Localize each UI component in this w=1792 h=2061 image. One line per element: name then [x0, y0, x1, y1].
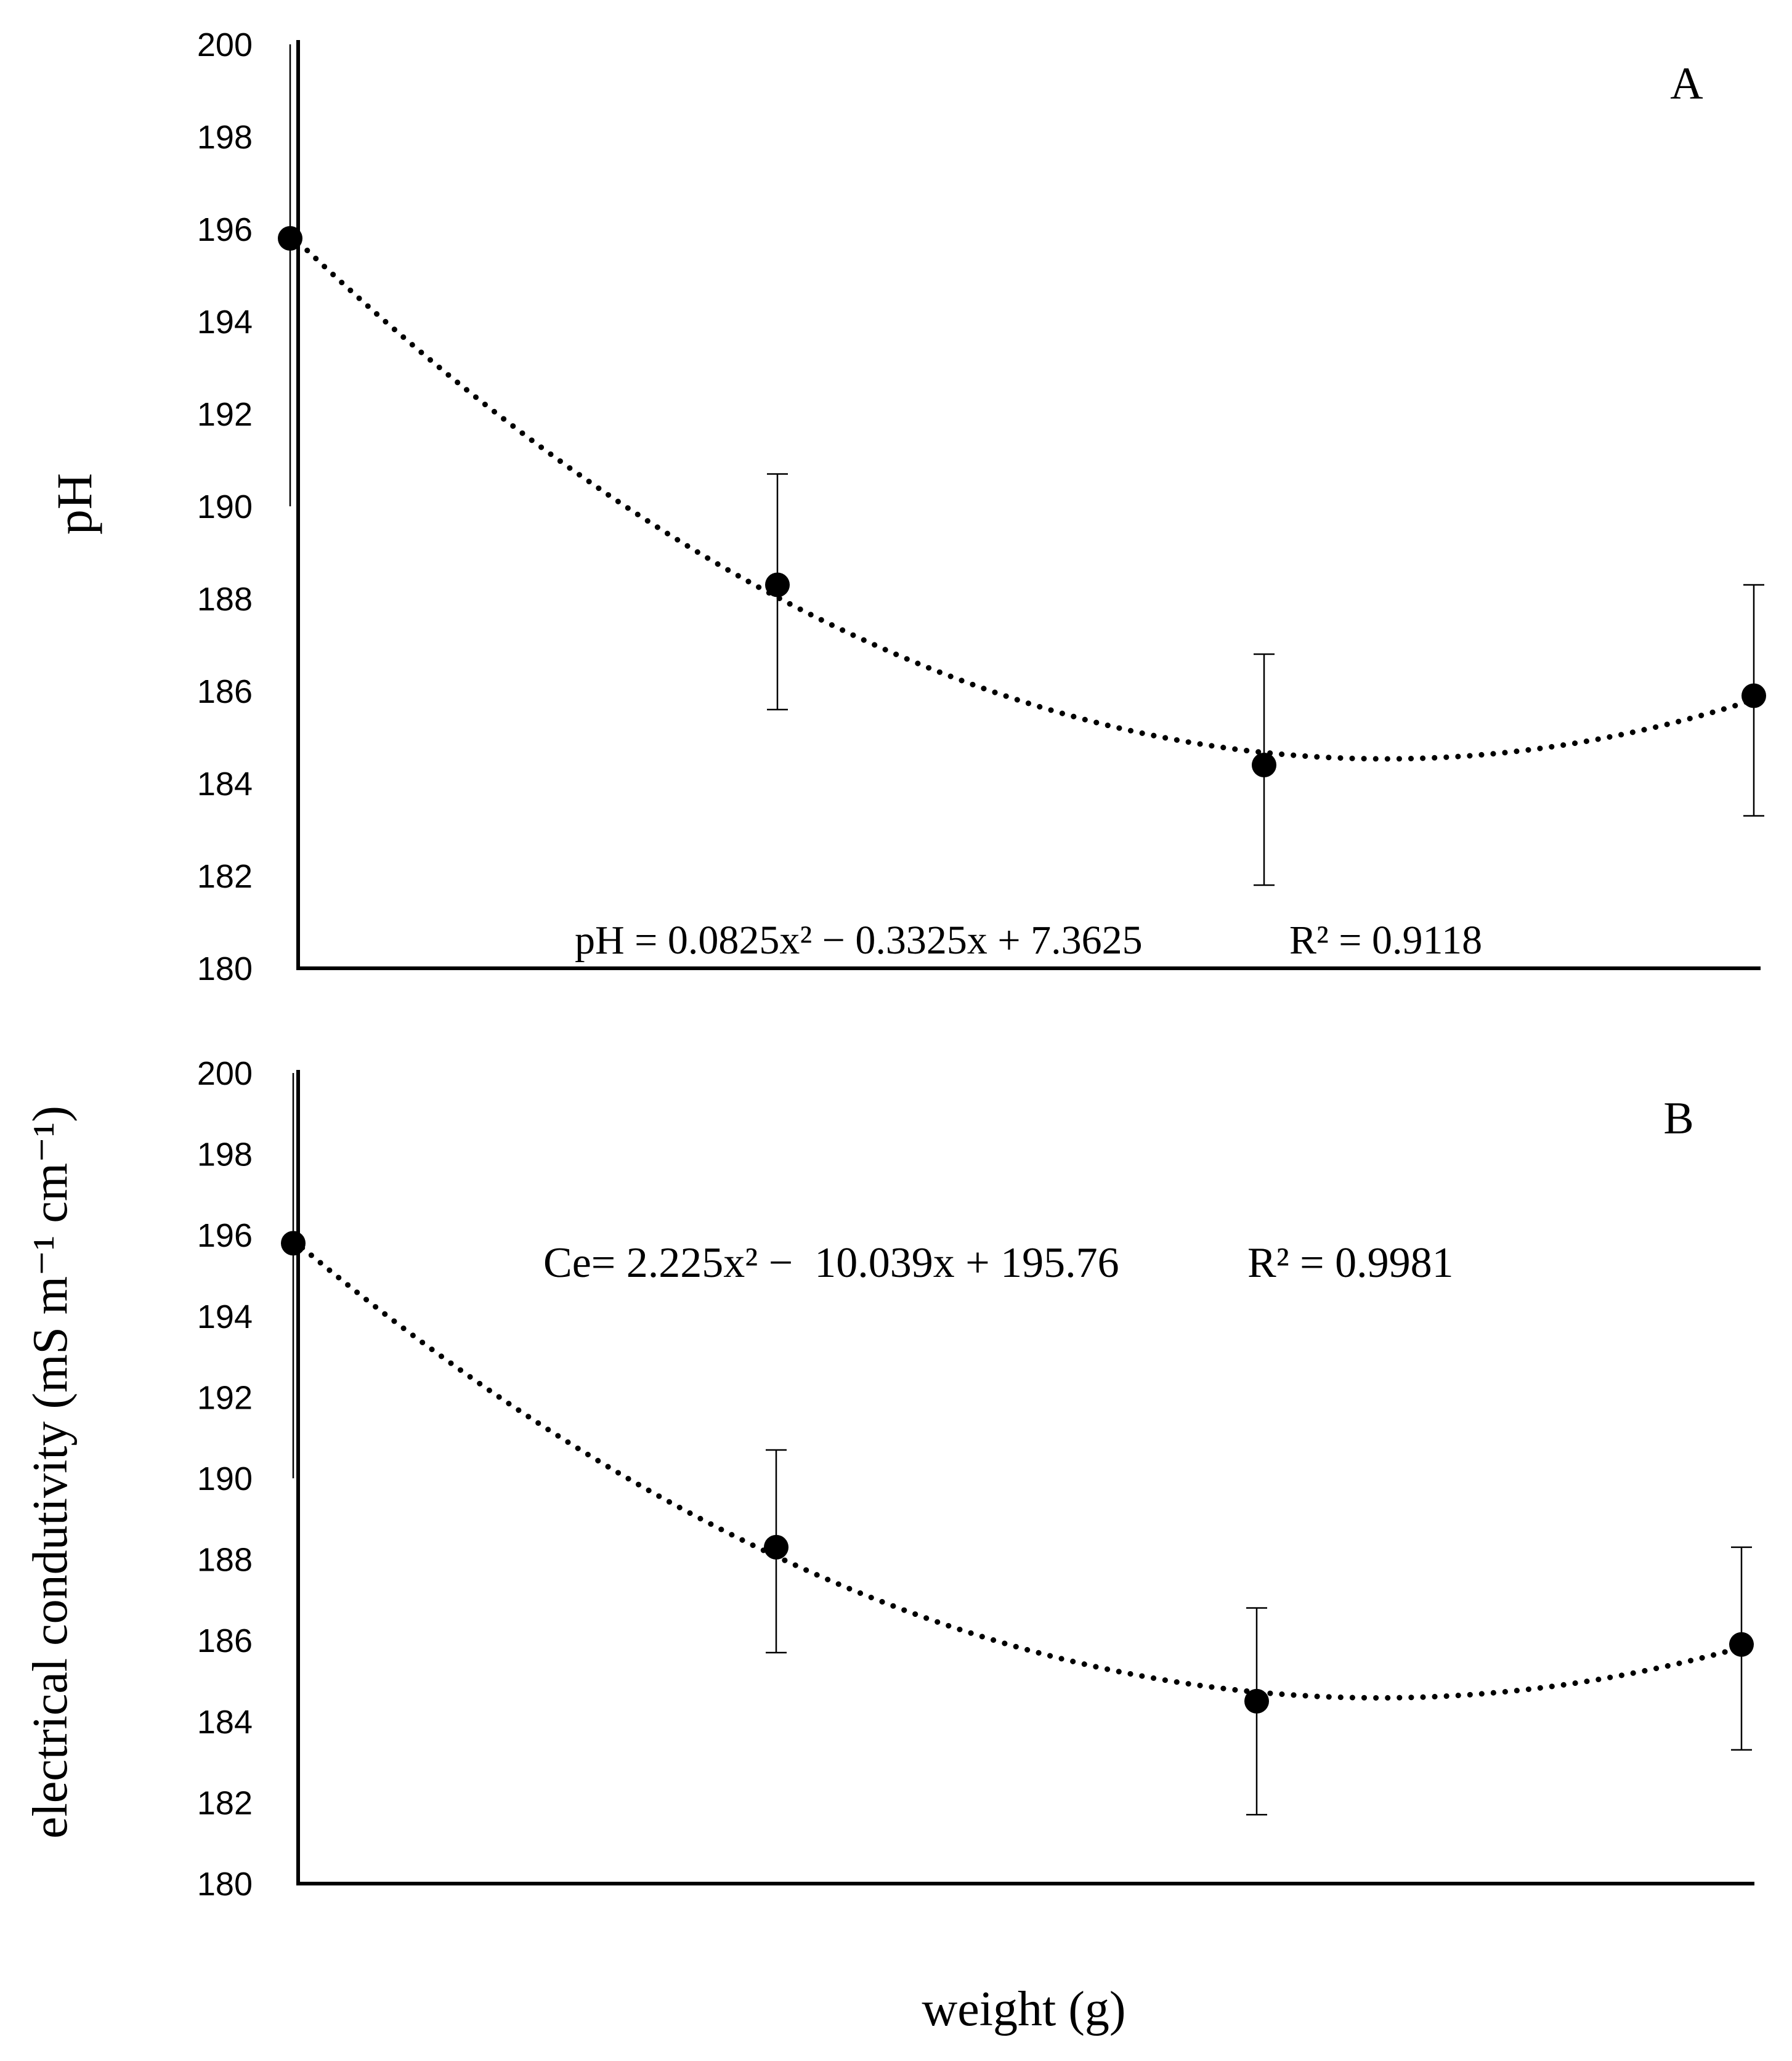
panel-b-tick-labels: 180 182 184 186 188 190 192 194 196 198 200	[197, 1055, 253, 1903]
panel-b-y-tick-label: 200	[197, 1055, 253, 1092]
panel-b-y-tick-label: 190	[197, 1460, 253, 1497]
panel-a-error-bars	[289, 44, 1764, 886]
panel-b-points	[281, 1231, 1754, 1714]
panel-a-equation: pH = 0.0825x² − 0.3325x + 7.3625	[575, 918, 1143, 963]
panel-a-y-tick-label: 190	[197, 488, 253, 525]
x-axis-title: weight (g)	[922, 1982, 1125, 2036]
panel-a-trendline	[287, 231, 1757, 762]
panel-a-y-tick-label: 194	[197, 304, 253, 341]
panel-a-label: A	[1670, 59, 1703, 109]
panel-a-data-point	[1741, 683, 1766, 708]
panel-b-y-tick-label: 192	[197, 1379, 253, 1416]
panel-b-y-tick-label: 186	[197, 1622, 253, 1659]
panel-b-y-axis-title: electrical condutivity (mS m⁻¹ cm⁻¹)	[23, 1106, 78, 1839]
panel-a-tick-labels: 180 182 184 186 188 190 192 194 196 198 200	[197, 26, 253, 987]
panel-b-y-tick-label: 196	[197, 1217, 253, 1254]
panel-a-r2: R² = 0.9118	[1289, 918, 1482, 963]
panel-b-chart: 180 182 184 186 188 190 192 194 196 198 200 B Ce= …	[23, 1055, 1754, 2036]
panel-b-data-point	[1244, 1688, 1269, 1714]
panel-a-y-tick-label: 192	[197, 396, 253, 433]
panel-a-data-point	[765, 572, 790, 597]
panel-b-label: B	[1663, 1093, 1693, 1144]
panel-a-data-point	[278, 226, 302, 251]
panel-a-data-point	[1252, 753, 1276, 777]
panel-a-y-tick-label: 198	[197, 119, 253, 156]
panel-a-chart: 180 182 184 186 188 190 192 194 196 198 200 A pH =…	[46, 26, 1766, 987]
panel-a-y-tick-label: 180	[197, 950, 253, 987]
panel-a-points	[278, 226, 1766, 777]
panel-a-y-tick-label: 200	[197, 26, 253, 63]
panel-b-data-point	[281, 1231, 306, 1256]
panel-b-data-point	[1729, 1632, 1754, 1657]
panel-a-y-tick-label: 186	[197, 673, 253, 710]
panel-b-y-tick-label: 188	[197, 1542, 253, 1579]
panel-a-y-tick-label: 188	[197, 581, 253, 618]
panel-b-y-tick-label: 184	[197, 1704, 253, 1741]
panel-b-trendline	[290, 1237, 1745, 1701]
panel-b-y-tick-label: 180	[197, 1866, 253, 1903]
panel-b-r2: R² = 0.9981	[1247, 1239, 1454, 1287]
panel-a-y-axis-title: pH	[46, 473, 102, 535]
panel-b-error-bars	[292, 1073, 1752, 1816]
panel-a-y-tick-label: 184	[197, 766, 253, 803]
panel-a-y-tick-label: 196	[197, 211, 253, 248]
panel-b-y-tick-label: 198	[197, 1136, 253, 1173]
panel-b-data-point	[764, 1534, 789, 1560]
panel-b-y-tick-label: 182	[197, 1784, 253, 1821]
panel-a-y-tick-label: 182	[197, 858, 253, 895]
panel-b-equation: Ce= 2.225x² − 10.039x + 195.76	[543, 1239, 1119, 1287]
panel-b-y-tick-label: 194	[197, 1298, 253, 1335]
